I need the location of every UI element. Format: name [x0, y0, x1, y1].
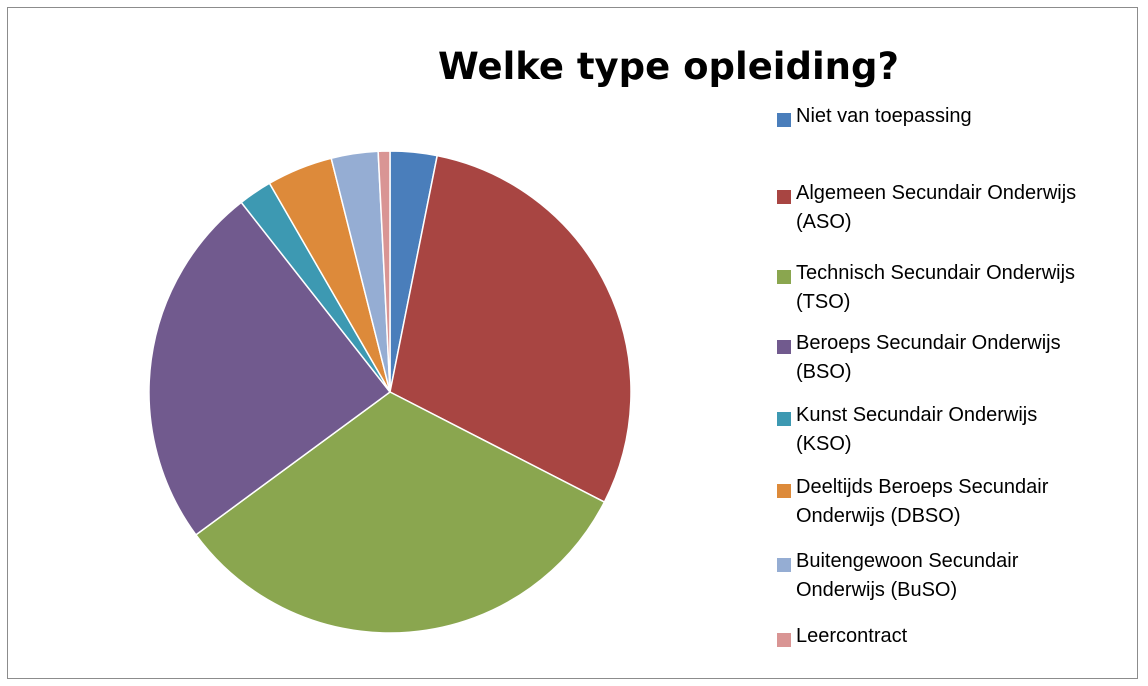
- legend-swatch: [777, 270, 791, 284]
- legend-swatch: [777, 340, 791, 354]
- pie-slice: [194, 391, 606, 634]
- legend-label: Leercontract: [796, 625, 908, 647]
- legend-swatch: [777, 412, 791, 426]
- legend-label: Niet van toepassing: [796, 105, 972, 127]
- legend-label: Buitengewoon Secundair Onderwijs (BuSO): [796, 550, 1019, 601]
- legend-swatch: [777, 190, 791, 204]
- legend-label: Technisch Secundair Onderwijs (TSO): [796, 262, 1076, 313]
- legend-label: Deeltijds Beroeps Secundair Onderwijs (D…: [796, 476, 1049, 527]
- chart-title: Welke type opleiding?: [438, 45, 899, 88]
- legend-label: Algemeen Secundair Onderwijs (ASO): [796, 182, 1077, 233]
- pie-slice: [377, 150, 391, 393]
- pie-slice: [389, 154, 632, 504]
- legend-label: Kunst Secundair Onderwijs (KSO): [796, 404, 1038, 455]
- legend-swatch: [777, 558, 791, 572]
- legend-swatch: [777, 633, 791, 647]
- pie-slice: [148, 201, 392, 536]
- legend-swatch: [777, 484, 791, 498]
- legend-swatch: [777, 113, 791, 127]
- legend-label: Beroeps Secundair Onderwijs (BSO): [796, 332, 1061, 383]
